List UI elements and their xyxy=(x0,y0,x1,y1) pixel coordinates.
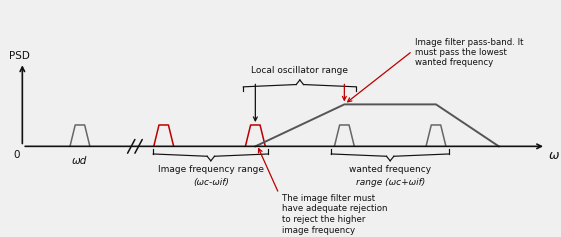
Text: ωd: ωd xyxy=(72,156,88,166)
Text: to reject the higher: to reject the higher xyxy=(282,215,365,224)
Text: 0: 0 xyxy=(13,150,20,160)
Text: The image filter must: The image filter must xyxy=(282,194,375,203)
Text: wanted frequency: wanted frequency xyxy=(349,165,431,174)
Text: range (ωc+ωif): range (ωc+ωif) xyxy=(356,178,425,187)
Text: have adequate rejection: have adequate rejection xyxy=(282,204,387,213)
Text: image frequency: image frequency xyxy=(282,226,355,235)
Text: Image frequency range: Image frequency range xyxy=(158,165,264,174)
Text: ω: ω xyxy=(549,149,559,162)
Text: (ωc-ωif): (ωc-ωif) xyxy=(193,178,229,187)
Text: PSD: PSD xyxy=(9,51,30,61)
Text: Local oscillator range: Local oscillator range xyxy=(251,66,348,75)
Text: Image filter pass-band. It: Image filter pass-band. It xyxy=(415,38,523,47)
Text: must pass the lowest: must pass the lowest xyxy=(415,48,507,57)
Text: wanted frequency: wanted frequency xyxy=(415,58,493,67)
